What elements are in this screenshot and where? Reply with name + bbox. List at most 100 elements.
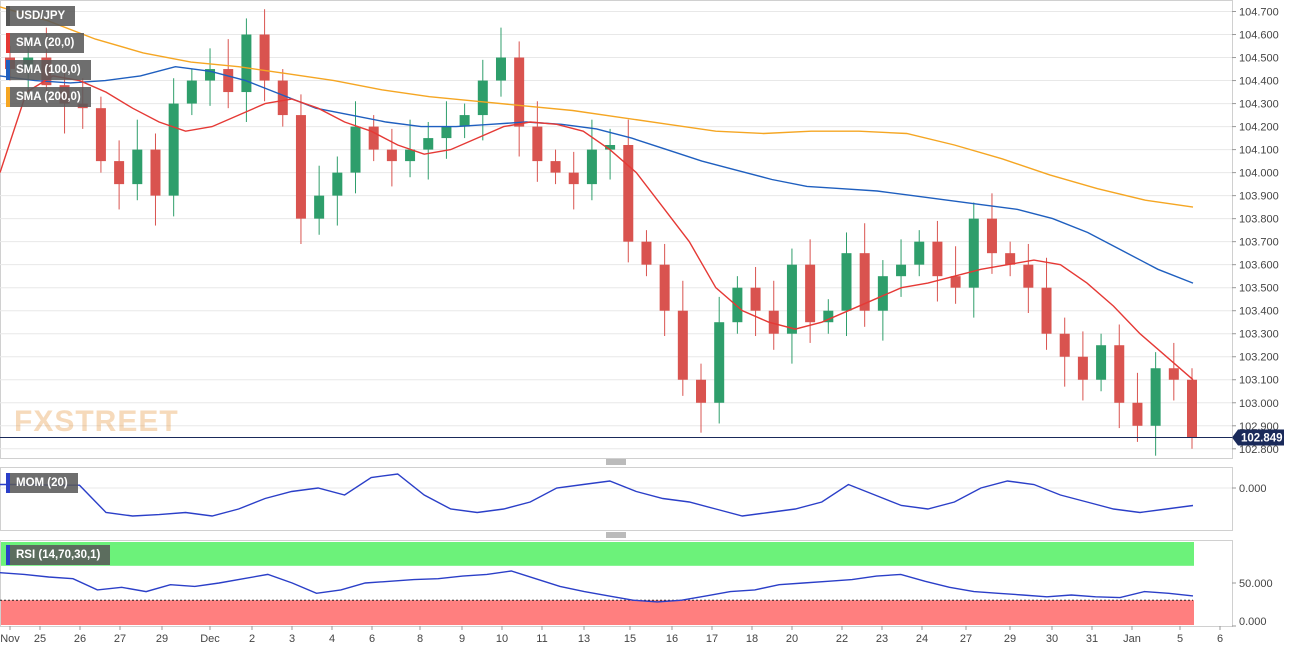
candle-body	[586, 149, 597, 185]
time-tick-label: 13	[578, 633, 590, 645]
candle-body	[1023, 264, 1034, 288]
candle-body	[568, 172, 579, 185]
time-tick-label: 23	[876, 633, 888, 645]
candle-body	[696, 379, 707, 403]
rsi-tick-label: 50.000	[1239, 578, 1273, 590]
candle-body	[132, 149, 143, 185]
candle-body	[205, 69, 216, 81]
time-tick-label: 4	[329, 633, 335, 645]
time-tick-label: 22	[836, 633, 848, 645]
candle-body	[1150, 368, 1161, 426]
candle-body	[1096, 345, 1107, 380]
candle-body	[1114, 345, 1125, 403]
time-tick-label: 26	[74, 633, 86, 645]
candle-body	[768, 310, 779, 334]
watermark: FXSTREET	[14, 405, 179, 438]
candle-body	[750, 287, 761, 311]
time-tick-label: 10	[496, 633, 508, 645]
candle-body	[423, 138, 434, 150]
rsi-line	[0, 570, 1194, 603]
momentum-tick-label: 0.000	[1239, 483, 1267, 495]
candle-body	[677, 310, 688, 380]
price-tick-label: 104.600	[1239, 30, 1279, 42]
momentum-panel: 0.000	[0, 467, 1267, 531]
price-panel: 104.700 104.600 104.500 104.400 104.300 104.2…	[0, 0, 1284, 459]
candle-body	[859, 253, 870, 311]
candle-body	[1059, 333, 1070, 357]
time-tick-label: 17	[706, 633, 718, 645]
candle-body	[1132, 402, 1143, 426]
time-tick-label: 31	[1086, 633, 1098, 645]
time-tick-label: 11	[536, 633, 547, 645]
sma100-line	[0, 65, 1194, 284]
candle-body	[168, 103, 179, 196]
candle-body	[932, 241, 943, 277]
candle-body	[259, 34, 270, 81]
time-tick-label: 3	[289, 633, 295, 645]
rsi-overbought-zone	[1, 542, 1194, 566]
candle-body	[732, 287, 743, 323]
rsi-tick-label: 0.000	[1239, 616, 1267, 628]
time-tick-label: 6	[369, 633, 375, 645]
candle-body	[150, 149, 161, 196]
time-tick-label: 18	[746, 633, 758, 645]
price-tick-label: 102.800	[1239, 444, 1279, 456]
last-price-value: 102.849	[1241, 433, 1283, 445]
momentum-label: MOM (20)	[6, 473, 78, 493]
time-tick-label: 9	[459, 633, 465, 645]
price-tick-label: 103.800	[1239, 214, 1279, 226]
candle-body	[386, 149, 397, 162]
candle-body	[986, 218, 997, 254]
price-tick-label: 104.700	[1239, 7, 1279, 19]
time-tick-label: 24	[916, 633, 928, 645]
candle-body	[805, 264, 816, 323]
time-tick-label: 5	[1177, 633, 1183, 645]
candle-body	[114, 161, 125, 185]
time-tick-label: 29	[1004, 633, 1016, 645]
price-tick-label: 104.100	[1239, 145, 1279, 157]
candle-body	[477, 80, 488, 116]
price-tick-label: 104.300	[1239, 99, 1279, 111]
candle-body	[641, 241, 652, 265]
candle-body	[786, 264, 797, 334]
candle-body	[823, 310, 834, 323]
candle-body	[368, 126, 379, 150]
price-tick-label: 103.900	[1239, 191, 1279, 203]
time-tick-label: 25	[34, 633, 46, 645]
time-axis: Nov 25 26 27 29 Dec 2 3 4 6 8 9 10 11 13 15 16 17 18 20 22 23…	[0, 459, 1223, 645]
price-tick-label: 104.500	[1239, 53, 1279, 65]
price-tick-label: 104.400	[1239, 76, 1279, 88]
candle-body	[350, 126, 361, 173]
sma100-label: SMA (100,0)	[6, 60, 91, 80]
candle-body	[714, 322, 725, 403]
panel-frame	[0, 467, 1233, 531]
candle-body	[914, 241, 925, 265]
candle-body	[968, 218, 979, 288]
sma20-line	[0, 75, 1194, 381]
time-tick-label: 20	[786, 633, 798, 645]
candle-body	[405, 149, 416, 162]
candle-body	[532, 126, 543, 162]
time-tick-label: Nov	[0, 633, 20, 645]
candle-body	[95, 108, 106, 162]
candle-body	[241, 34, 252, 93]
candle-body	[295, 115, 306, 219]
candle-body	[1005, 253, 1016, 265]
candle-body	[1077, 356, 1088, 380]
time-tick-label: 8	[417, 633, 423, 645]
candle-body	[332, 172, 343, 196]
candle-body	[1186, 379, 1198, 438]
time-tick-label: Dec	[200, 633, 220, 645]
price-tick-label: 103.500	[1239, 283, 1279, 295]
momentum-line	[0, 473, 1194, 517]
time-tick-label: 16	[666, 633, 678, 645]
candle-body	[441, 126, 452, 139]
sma200-label: SMA (200,0)	[6, 87, 91, 107]
candle-body	[1168, 368, 1179, 380]
time-tick-label: 6	[1217, 633, 1223, 645]
price-tick-label: 103.700	[1239, 237, 1279, 249]
last-price-tag	[1232, 429, 1284, 446]
candle-body	[896, 264, 907, 277]
sma200-line	[0, 6, 1194, 208]
